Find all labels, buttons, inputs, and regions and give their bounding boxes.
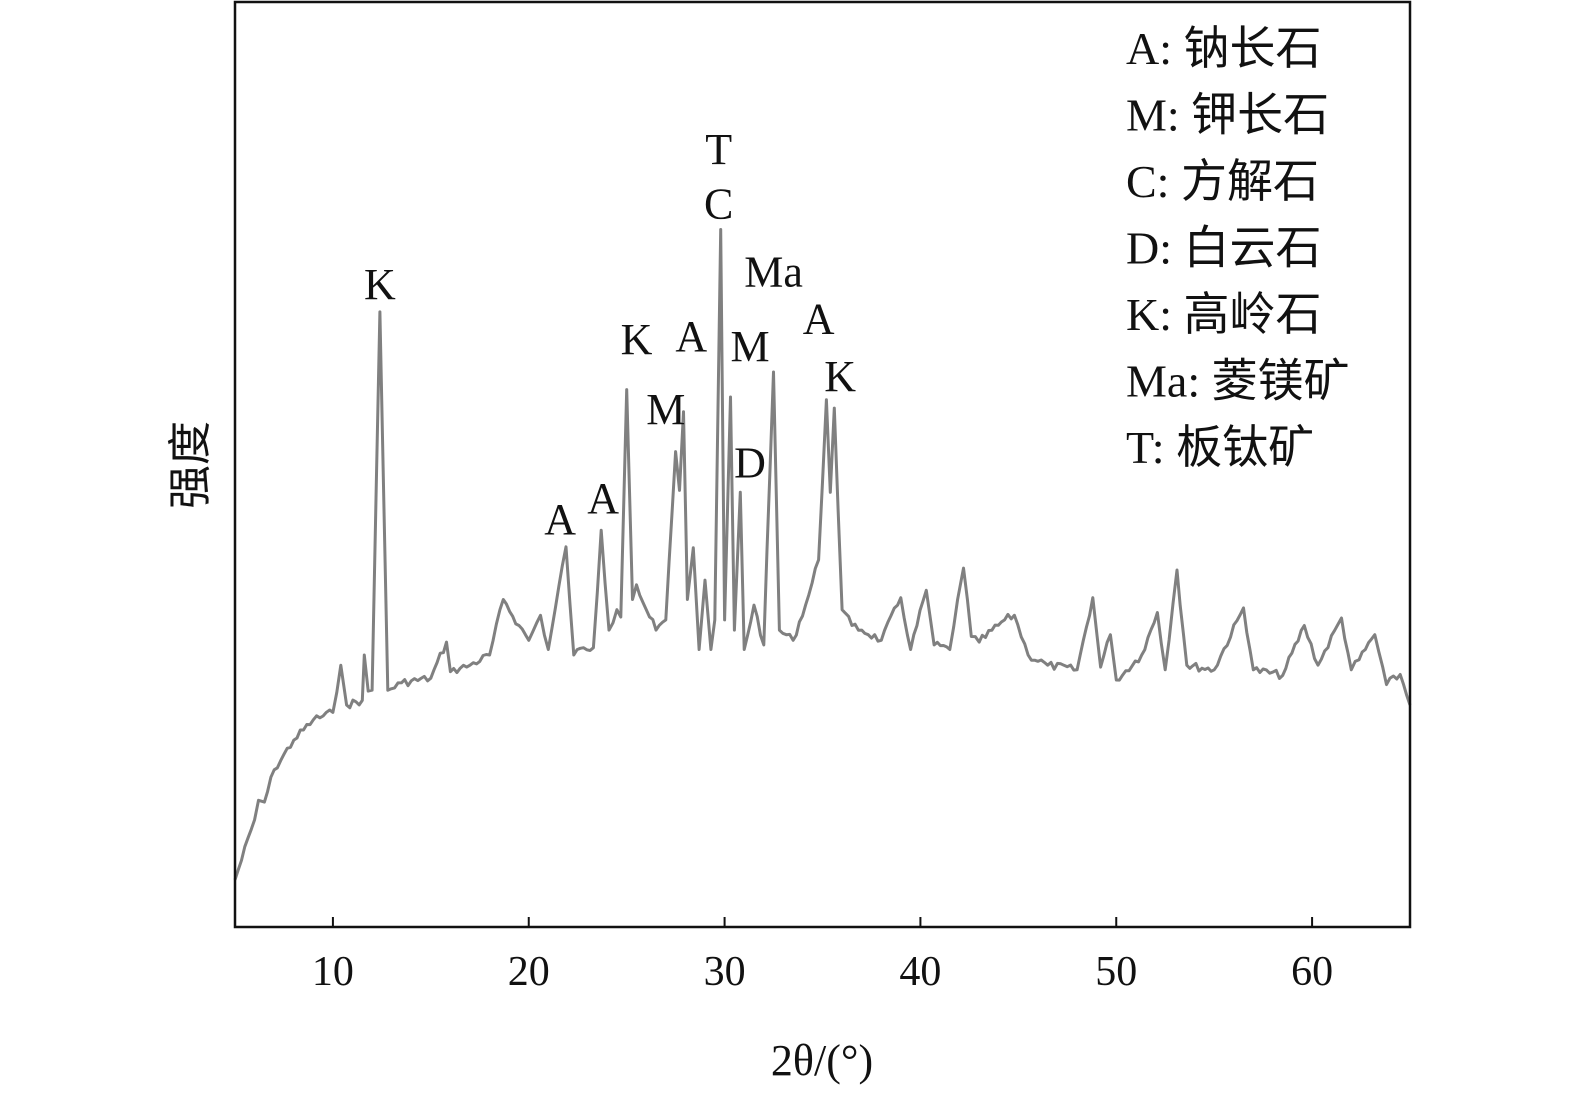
peak-label: A	[587, 474, 619, 523]
x-axis: 10 20 30 40 50 60	[312, 917, 1333, 995]
peak-label: K	[824, 352, 856, 401]
peak-label: A	[544, 495, 576, 544]
x-tick-label: 10	[312, 949, 354, 995]
y-axis-title: 强度	[166, 421, 215, 509]
series-line	[233, 228, 1412, 881]
legend-entry: C: 方解石	[1126, 156, 1319, 207]
plot-frame	[233, 0, 1412, 929]
peak-label: M	[730, 322, 769, 371]
peak-label: A	[803, 294, 835, 343]
peak-label: A	[675, 312, 707, 361]
legend: A: 钠长石 M: 钾长石 C: 方解石 D: 白云石 K: 高岭石 Ma: 菱镁矿 T: …	[1126, 23, 1350, 473]
peak-label: T	[705, 125, 732, 174]
x-tick-label: 20	[508, 949, 550, 995]
peak-label: K	[364, 260, 396, 309]
peak-label: M	[646, 385, 685, 434]
legend-entry: Ma: 菱镁矿	[1126, 356, 1350, 407]
legend-entry: D: 白云石	[1126, 223, 1322, 274]
x-tick-label: 60	[1291, 949, 1333, 995]
legend-entry: K: 高岭石	[1126, 289, 1322, 340]
legend-entry: A: 钠长石	[1126, 23, 1322, 74]
peak-label: Ma	[744, 247, 803, 296]
x-tick-label: 40	[899, 949, 941, 995]
plot-area	[233, 228, 1412, 881]
x-tick-label: 50	[1095, 949, 1137, 995]
peak-label: C	[704, 180, 733, 229]
x-tick-label: 30	[704, 949, 746, 995]
peak-label: K	[621, 315, 653, 364]
legend-entry: T: 板钛矿	[1126, 422, 1314, 473]
peak-label: D	[734, 439, 766, 488]
x-axis-title: 2θ/(°)	[771, 1036, 873, 1085]
legend-entry: M: 钾长石	[1126, 90, 1329, 141]
